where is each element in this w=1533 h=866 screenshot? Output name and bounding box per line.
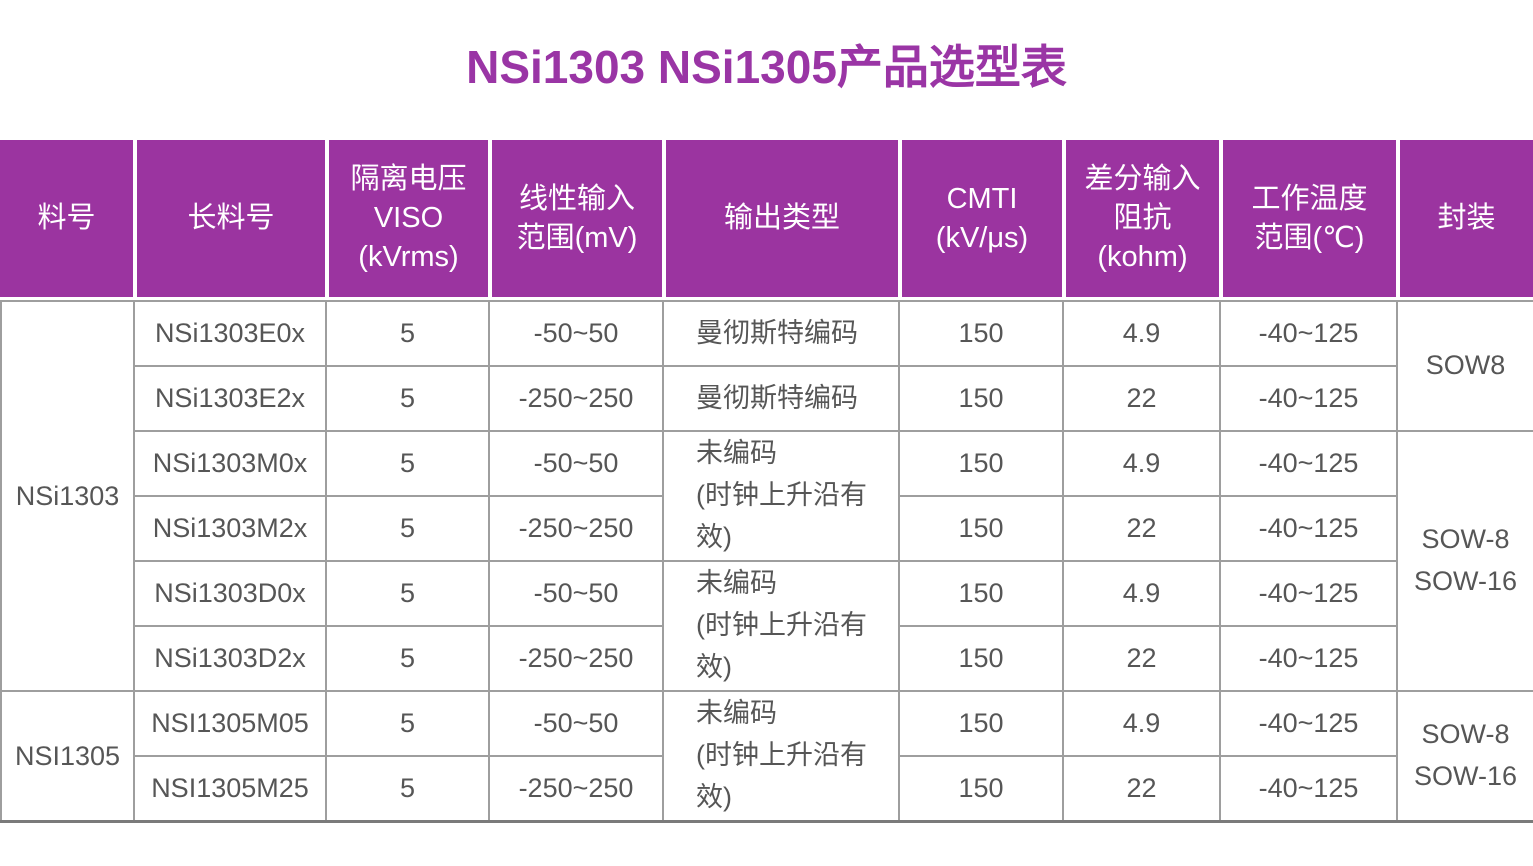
cell-viso: 5 (325, 625, 490, 692)
table-row: NSi1303D0x 5 -50~50 未编码 (时钟上升沿有效) 150 4.… (1, 560, 1533, 692)
cell-input-range: -250~250 (488, 625, 664, 692)
cell-input-range: -250~250 (488, 755, 664, 822)
table-row: NSi1303 NSi1303E0x 5 -50~50 曼彻斯特编码 150 4… (0, 300, 1533, 692)
cell-impedance: 22 (1062, 755, 1221, 822)
cell-family: NSI1305 (0, 690, 135, 822)
cell-package: SOW-8 SOW-16 (1396, 430, 1533, 692)
cell-viso: 5 (325, 690, 490, 757)
cell-cmti: 150 (898, 495, 1064, 562)
cell-temp-range: -40~125 (1219, 365, 1398, 432)
cell-temp-range: -40~125 (1219, 690, 1398, 757)
cell-temp-range: -40~125 (1219, 755, 1398, 822)
cell-cmti: 150 (898, 365, 1064, 432)
cell-output-type: 未编码 (时钟上升沿有效) (662, 430, 900, 562)
table-row: NSi1303M2x 5 -250~250 150 22 -40~125 (1, 495, 1533, 562)
cell-viso: 5 (325, 560, 490, 627)
cell-temp-range: -40~125 (1219, 430, 1398, 497)
table-header-row: 料号 长料号 隔离电压 VISO (kVrms) 线性输入 范围(mV) 输出类… (0, 140, 1533, 297)
cell-viso: 5 (325, 755, 490, 822)
cell-input-range: -50~50 (488, 560, 664, 627)
cell-temp-range: -40~125 (1219, 560, 1398, 627)
page-title: NSi1303 NSi1305产品选型表 (466, 41, 1067, 93)
cell-output-type: 未编码 (时钟上升沿有效) (662, 560, 900, 692)
cell-cmti: 150 (898, 560, 1064, 627)
cell-part-number: NSI1305M05 (133, 690, 327, 757)
cell-part-number: NSi1303E0x (133, 300, 327, 367)
cell-output-type: 曼彻斯特编码 (662, 365, 900, 432)
cell-cmti: 150 (898, 300, 1064, 367)
cell-impedance: 4.9 (1062, 430, 1221, 497)
cell-impedance: 4.9 (1062, 690, 1221, 757)
cell-cmti: 150 (898, 625, 1064, 692)
header-isolation-voltage: 隔离电压 VISO (kVrms) (325, 140, 488, 297)
cell-viso: 5 (325, 430, 490, 497)
cell-part-number: NSi1303M0x (133, 430, 327, 497)
cell-temp-range: -40~125 (1219, 625, 1398, 692)
cell-viso: 5 (325, 365, 490, 432)
cell-part-number: NSi1303E2x (133, 365, 327, 432)
cell-cmti: 150 (898, 430, 1064, 497)
table-row: NSI1305M25 5 -250~250 150 22 -40~125 (1, 755, 1533, 822)
table-row: NSI1305 NSI1305M05 5 -50~50 未编码 (时钟上升沿有效… (0, 690, 1533, 822)
table-row: NSi1303E2x 5 -250~250 曼彻斯特编码 150 22 -40~… (1, 365, 1533, 432)
header-part-family: 料号 (0, 140, 133, 297)
cell-output-type: 曼彻斯特编码 (662, 300, 900, 367)
cell-part-number: NSi1303D2x (133, 625, 327, 692)
table-row: NSi1303M0x 5 -50~50 未编码 (时钟上升沿有效) 150 4.… (1, 430, 1533, 692)
cell-input-range: -50~50 (488, 690, 664, 757)
header-linear-input-range: 线性输入 范围(mV) (488, 140, 662, 297)
cell-part-number: NSi1303M2x (133, 495, 327, 562)
cell-package: SOW-8 SOW-16 (1396, 690, 1533, 822)
cell-impedance: 22 (1062, 625, 1221, 692)
cell-cmti: 150 (898, 755, 1064, 822)
cell-part-number: NSi1303D0x (133, 560, 327, 627)
cell-impedance: 4.9 (1062, 560, 1221, 627)
header-output-type: 输出类型 (662, 140, 898, 297)
cell-viso: 5 (325, 495, 490, 562)
cell-output-type: 未编码 (时钟上升沿有效) (662, 690, 900, 822)
header-operating-temp-range: 工作温度 范围(℃) (1219, 140, 1396, 297)
header-part-number: 长料号 (133, 140, 325, 297)
cell-cmti: 150 (898, 690, 1064, 757)
cell-temp-range: -40~125 (1219, 300, 1398, 367)
cell-input-range: -250~250 (488, 495, 664, 562)
cell-input-range: -250~250 (488, 365, 664, 432)
header-package: 封装 (1396, 140, 1533, 297)
header-diff-input-impedance: 差分输入 阻抗 (kohm) (1062, 140, 1219, 297)
product-selection-table: NSi1303 NSi1303E0x 5 -50~50 曼彻斯特编码 150 4… (0, 300, 1533, 823)
cell-impedance: 22 (1062, 365, 1221, 432)
cell-family: NSi1303 (0, 300, 135, 692)
table-row: NSi1303D2x 5 -250~250 150 22 -40~125 (1, 625, 1533, 692)
cell-viso: 5 (325, 300, 490, 367)
cell-impedance: 22 (1062, 495, 1221, 562)
cell-part-number: NSI1305M25 (133, 755, 327, 822)
cell-input-range: -50~50 (488, 300, 664, 367)
cell-package: SOW8 (1396, 300, 1533, 432)
cell-impedance: 4.9 (1062, 300, 1221, 367)
cell-input-range: -50~50 (488, 430, 664, 497)
header-cmti: CMTI (kV/μs) (898, 140, 1062, 297)
cell-temp-range: -40~125 (1219, 495, 1398, 562)
